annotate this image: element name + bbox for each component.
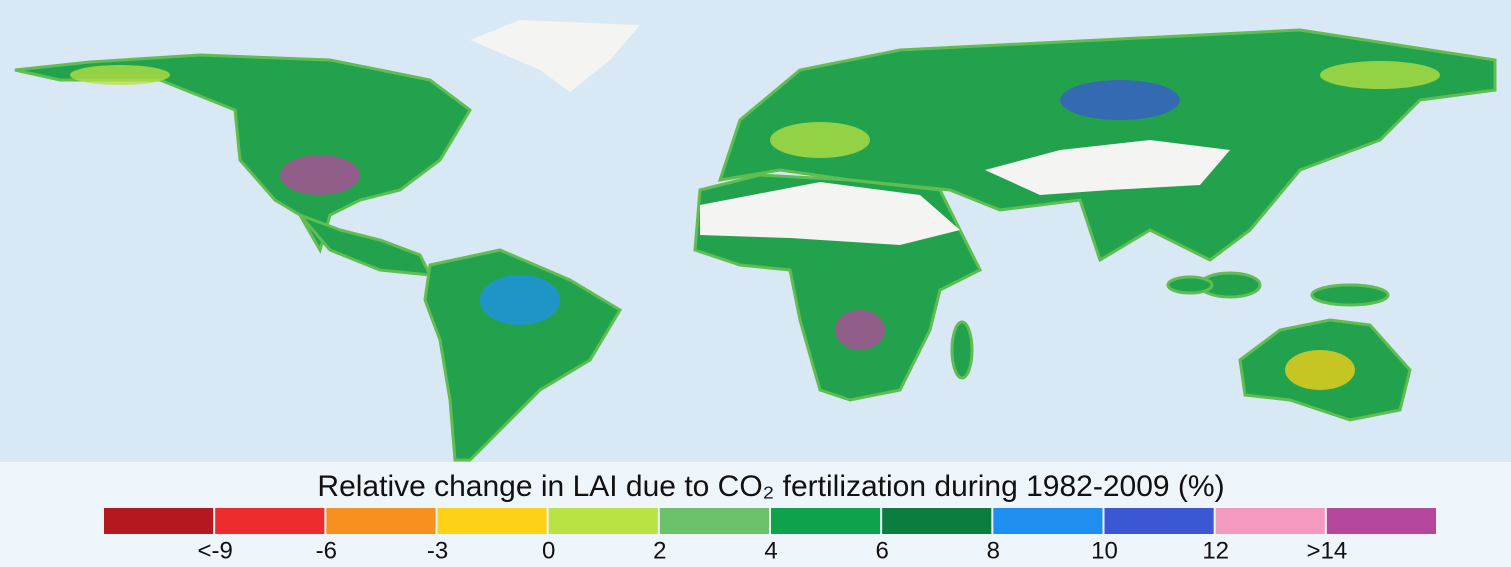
legend-label: -6 (316, 537, 337, 564)
legend-label: 4 (764, 537, 777, 564)
legend-label: 6 (875, 537, 888, 564)
madagascar (952, 322, 972, 378)
legend-swatch (215, 508, 324, 534)
legend-swatch (660, 508, 769, 534)
patch (70, 65, 170, 85)
legend-label: 2 (653, 537, 666, 564)
legend-swatch (438, 508, 547, 534)
legend-label: <-9 (197, 537, 232, 564)
patch (1285, 350, 1355, 390)
legend-swatch (549, 508, 658, 534)
legend-title: Relative change in LAI due to CO₂ fertil… (317, 470, 1224, 503)
legend-swatch (1105, 508, 1214, 534)
patch (1320, 61, 1440, 89)
legend-label: -3 (427, 537, 448, 564)
legend-label: 10 (1091, 537, 1118, 564)
patch (835, 310, 885, 350)
patch (480, 275, 560, 325)
legend-swatch (326, 508, 435, 534)
patch (1060, 80, 1180, 120)
legend-swatch (993, 508, 1102, 534)
legend-label: >14 (1306, 537, 1347, 564)
patch (770, 122, 870, 158)
legend-label: 8 (987, 537, 1000, 564)
sumatra (1168, 277, 1212, 293)
patch (280, 155, 360, 195)
legend-swatch (882, 508, 991, 534)
legend-swatch (771, 508, 880, 534)
legend-swatch (1216, 508, 1325, 534)
legend-swatch (104, 508, 213, 534)
legend-label: 12 (1202, 537, 1229, 564)
legend-swatch (1327, 508, 1436, 534)
new-guinea (1312, 285, 1388, 305)
map-figure: Relative change in LAI due to CO₂ fertil… (0, 0, 1511, 567)
legend-label: 0 (542, 537, 555, 564)
